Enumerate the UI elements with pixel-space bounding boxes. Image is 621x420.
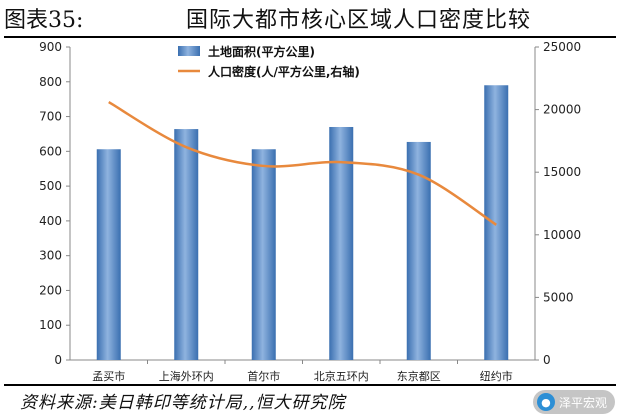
x-tick-label: 东京都区 xyxy=(397,369,441,383)
left-tick-label: 600 xyxy=(39,144,62,158)
watermark-badge: ● 泽平宏观 xyxy=(532,390,615,414)
left-tick-label: 300 xyxy=(39,249,62,263)
bar xyxy=(484,85,509,360)
left-tick-label: 900 xyxy=(39,40,62,54)
right-tick-label: 0 xyxy=(543,353,551,367)
legend-label-bar: 土地面积(平方公里) xyxy=(208,44,315,59)
wechat-icon: ● xyxy=(536,393,555,411)
x-tick-label: 北京五环内 xyxy=(314,369,369,383)
left-tick-label: 200 xyxy=(39,283,62,297)
legend-label-line: 人口密度(人/平方公里,右轴) xyxy=(208,64,360,79)
left-tick-label: 500 xyxy=(39,179,62,193)
right-tick-label: 25000 xyxy=(543,40,581,54)
figure-header: 图表35: 国际大都市核心区域人口密度比较 xyxy=(4,2,616,34)
x-tick-label: 上海外环内 xyxy=(159,369,214,383)
right-tick-label: 15000 xyxy=(543,165,581,179)
left-tick-label: 400 xyxy=(39,214,62,228)
right-tick-label: 5000 xyxy=(543,290,574,304)
top-rule xyxy=(4,36,616,38)
right-tick-label: 20000 xyxy=(543,103,581,117)
bar xyxy=(251,149,276,360)
figure-number: 图表35: xyxy=(4,8,84,33)
legend-swatch-bar xyxy=(178,46,200,56)
bar xyxy=(174,129,199,360)
bottom-rule xyxy=(4,384,616,386)
left-tick-label: 700 xyxy=(39,110,62,124)
x-tick-label: 纽约市 xyxy=(480,369,513,383)
figure-title: 国际大都市核心区域人口密度比较 xyxy=(186,8,532,33)
x-tick-label: 首尔市 xyxy=(247,369,280,383)
source-note: 资料来源:美日韩印等统计局,,恒大研究院 xyxy=(20,393,346,413)
bar xyxy=(329,126,354,360)
left-tick-label: 0 xyxy=(54,353,62,367)
bar xyxy=(96,149,121,360)
density-line xyxy=(108,101,497,226)
left-tick-label: 800 xyxy=(39,75,62,89)
right-tick-label: 10000 xyxy=(543,228,581,242)
watermark-text: 泽平宏观 xyxy=(558,395,607,410)
left-tick-label: 100 xyxy=(39,318,62,332)
x-tick-label: 孟买市 xyxy=(92,369,125,383)
